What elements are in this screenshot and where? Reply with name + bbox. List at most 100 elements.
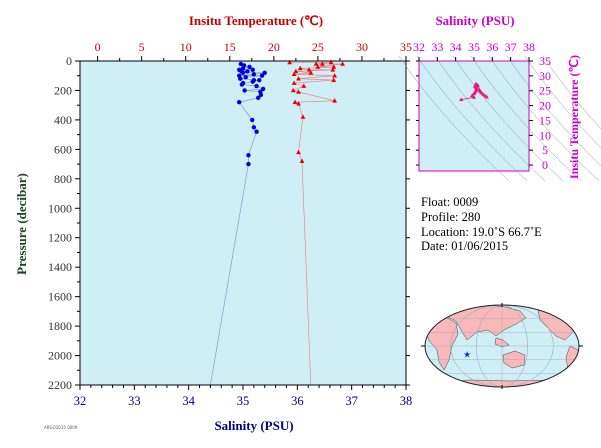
temperature-point	[292, 99, 298, 105]
temperature-point	[297, 65, 303, 71]
africa-landmass	[425, 316, 459, 371]
salinity-point	[240, 70, 246, 75]
pressure-tick-label: 2200	[48, 378, 72, 392]
temperature-tick-label: 15	[224, 40, 236, 54]
ts-temperature-tick-label: 5	[542, 143, 548, 157]
salinity-tick-label: 37	[345, 394, 358, 408]
float-position-marker: ★	[463, 351, 471, 361]
salinity-tick-label: 32	[74, 394, 87, 408]
temperature-point	[315, 64, 321, 69]
salinity-point	[250, 117, 255, 123]
float-id: Float: 0009	[421, 195, 479, 209]
salinity-point	[254, 83, 259, 89]
temperature-tick-label: 20	[268, 40, 280, 54]
pressure-tick-label: 1200	[48, 231, 72, 245]
salinity-point	[246, 153, 251, 158]
temperature-axis-title: Insitu Temperature (℃)	[189, 13, 323, 28]
ts-temperature-tick-label: 25	[539, 84, 551, 98]
salinity-tick-label: 36	[291, 394, 304, 408]
ts-salinity-title: Salinity (PSU)	[435, 13, 514, 28]
map-meridian	[450, 305, 554, 387]
density-contour	[416, 55, 528, 182]
temperature-point	[331, 64, 337, 69]
temperature-tick-label: 25	[312, 40, 324, 54]
temperature-point	[299, 158, 305, 163]
temperature-tick-label: 30	[356, 40, 368, 54]
ts-salinity-tick-label: 35	[468, 40, 480, 54]
ts-salinity-tick-label: 32	[413, 40, 425, 54]
density-contours	[398, 55, 601, 182]
ts-background	[419, 61, 529, 171]
temperature-point	[290, 87, 296, 93]
salinity-point	[238, 76, 243, 81]
ts-marks	[459, 81, 489, 102]
ts-temperature-tick-label: 20	[539, 99, 551, 113]
temperature-tick-label: 5	[139, 40, 145, 54]
salinity-point	[262, 70, 267, 75]
density-contour	[506, 55, 601, 167]
ts-salinity-tick-label: 34	[450, 40, 462, 54]
ts-salinity-tick-label: 37	[505, 40, 517, 54]
pressure-axis-title: Pressure (decibar)	[14, 173, 29, 275]
temperature-point	[319, 61, 325, 66]
salinity-point	[250, 67, 255, 73]
profile-date: Date: 01/06/2015	[421, 239, 509, 253]
ts-salinity-axis: 32 33 34 35 36 37 38	[413, 40, 535, 61]
temperature-point	[300, 114, 306, 119]
salinity-point	[246, 161, 251, 167]
temperature-point	[287, 59, 293, 65]
salinity-point	[251, 72, 257, 77]
density-contour	[452, 55, 564, 182]
pressure-tick-label: 2000	[48, 349, 72, 363]
ts-temperature-tick-label: 30	[539, 69, 551, 83]
salinity-point	[256, 95, 261, 101]
temperature-point	[340, 61, 345, 66]
pressure-tick-label: 600	[54, 142, 72, 156]
salinity-point	[243, 75, 248, 80]
temperature-point	[291, 71, 297, 77]
ts-point	[472, 84, 477, 88]
ts-point	[478, 89, 483, 93]
pressure-tick-label: 1800	[48, 319, 72, 333]
main-profile-plot: 0 5 10 15 20 25 30 35 32 33 34 35 36 37 38 0 200 400 600…	[14, 13, 412, 433]
temperature-point	[296, 89, 301, 94]
salinity-point	[254, 129, 259, 134]
profile-number: Profile: 280	[421, 210, 481, 224]
temperature-point	[301, 83, 307, 88]
temperature-tick-label: 0	[95, 40, 101, 54]
salinity-tick-label: 35	[237, 394, 250, 408]
ts-salinity-tick-label: 33	[431, 40, 443, 54]
pressure-tick-label: 200	[54, 83, 72, 97]
map-graticule	[425, 305, 579, 387]
salinity-point	[239, 82, 245, 87]
temperature-axis: 0 5 10 15 20 25 30 35	[95, 40, 412, 61]
ts-salinity-tick-label: 36	[486, 40, 498, 54]
density-contour	[398, 55, 510, 182]
temperature-point	[296, 101, 301, 106]
salinity-tick-label: 38	[400, 394, 413, 408]
salinity-point	[245, 69, 250, 74]
temperature-point	[296, 76, 301, 81]
ts-temperature-tick-label: 35	[539, 54, 551, 68]
temperature-point	[332, 98, 338, 103]
temperature-point	[308, 70, 314, 75]
ts-point	[484, 94, 489, 99]
float-location: Location: 19.0˚S 66.7˚E	[421, 225, 542, 239]
footer-small-text: ARGO2015 0009	[44, 425, 78, 430]
main-plot-background	[80, 61, 406, 385]
density-contour	[488, 55, 600, 182]
ts-salinity-tick-label: 38	[523, 40, 535, 54]
map-meridian	[476, 305, 528, 387]
salinity-tick-label: 34	[182, 394, 195, 408]
pressure-axis: 0 200 400 600 800 1000 1200 1400 1600 1800 2000 220…	[48, 54, 410, 392]
temperature-point	[296, 149, 301, 155]
ts-point	[473, 81, 478, 86]
pressure-tick-label: 800	[54, 172, 72, 186]
density-contour	[470, 55, 582, 182]
pressure-tick-label: 1600	[48, 290, 72, 304]
ts-point	[481, 92, 486, 96]
salinity-point	[236, 100, 242, 105]
temperature-point	[313, 61, 319, 66]
